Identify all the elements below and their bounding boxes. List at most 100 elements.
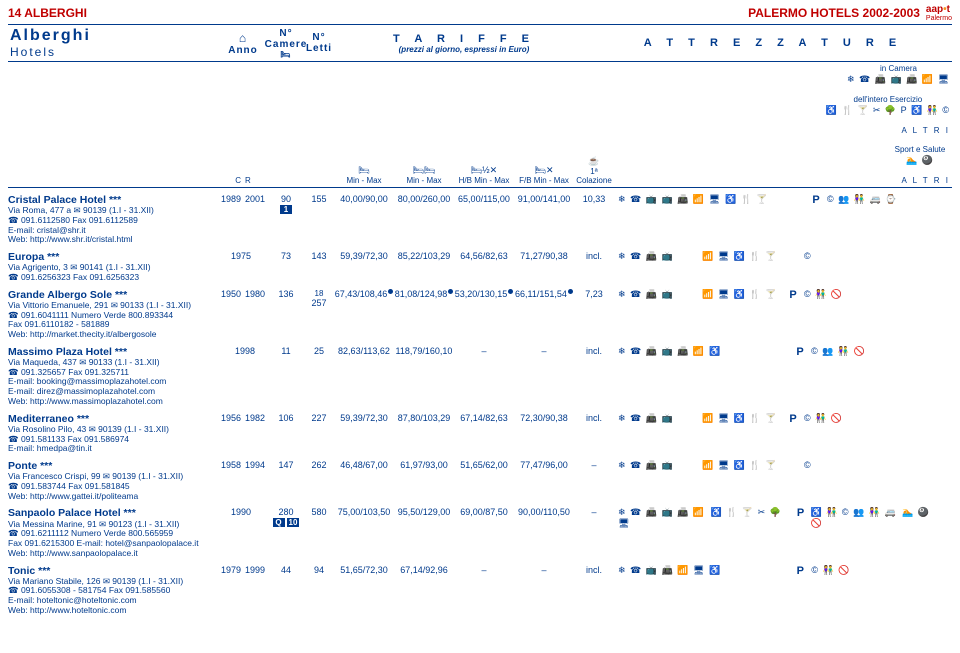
header-anno: Anno xyxy=(228,45,258,56)
amen-camera: ❄ ☎ 📠 📺 📠 📶 🖥 xyxy=(618,507,706,529)
header-anno-r: R xyxy=(245,176,251,185)
hotel-years: 19892001 xyxy=(218,194,268,245)
rooms-value: 136 xyxy=(268,289,304,299)
tariff-t1: 67,43/108,46 xyxy=(334,289,394,340)
column-header: Alberghi Hotels ⌂ Anno N° Camere 🛏 N° Le… xyxy=(8,24,952,188)
beds-value: 257 xyxy=(304,298,334,308)
beds-value: 227 xyxy=(304,413,334,423)
rooms-value: 106 xyxy=(268,413,304,423)
tariff-value: 95,50/129,00 xyxy=(398,507,451,517)
header-altri: A L T R I xyxy=(901,126,950,135)
hotel-web: Web: http://market.thecity.it/albergosol… xyxy=(8,330,214,340)
dot-icon xyxy=(448,289,453,294)
beds-value: 262 xyxy=(304,460,334,470)
double-bed-icon: 🛏🛏 xyxy=(413,165,436,176)
hotel-row: Ponte ***Via Francesco Crispi, 99 ✉ 9013… xyxy=(8,458,952,505)
header-anno-c: C xyxy=(235,176,241,185)
tariff-value: – xyxy=(481,346,486,356)
rooms-value: 90 xyxy=(268,194,304,204)
tariff-value: 67,14/82,63 xyxy=(460,413,508,423)
tariff-value: 59,39/72,30 xyxy=(340,413,388,423)
guide-title: PALERMO HOTELS 2002-2003 xyxy=(748,6,920,20)
rooms-value: 280 xyxy=(268,507,304,517)
year-c: 1989 xyxy=(221,194,241,204)
amen-altri: © 👥 👫 🚫 xyxy=(811,346,866,357)
header-letti: Letti xyxy=(306,43,332,54)
tariff-value: 59,39/72,30 xyxy=(340,251,388,261)
dot-icon xyxy=(568,289,573,294)
tariff-t2: 85,22/103,29 xyxy=(394,251,454,283)
beds-value: 94 xyxy=(304,565,334,575)
amenities: ❄ ☎ 📠 📺📶 🖥 ♿ 🍴 🍸© xyxy=(614,251,952,283)
amen-camera: ❄ ☎ 📠 📺 xyxy=(618,251,698,262)
hotel-info: Massimo Plaza Hotel ***Via Maqueda, 437 … xyxy=(8,346,218,407)
hotel-rooms: 147 xyxy=(268,460,304,501)
amenity-icons-sport: 🏊 🎱 xyxy=(906,155,934,166)
hotel-beds: 262 xyxy=(304,460,334,501)
tariff-value: 69,00/87,50 xyxy=(460,507,508,517)
parking-icon: P xyxy=(809,194,823,206)
cup-icon: ☕ xyxy=(588,156,599,167)
hotel-web: Web: http://www.hoteltonic.com xyxy=(8,606,214,616)
tariff-value: – xyxy=(481,565,486,575)
breakfast: incl. xyxy=(574,251,614,283)
hotel-beds: 580 xyxy=(304,507,334,558)
hotel-rooms: 73 xyxy=(268,251,304,283)
hotel-row: Cristal Palace Hotel ***Via Roma, 477 a … xyxy=(8,192,952,249)
amen-altri: © 👫 🚫 xyxy=(804,289,854,300)
tariff-t3: 64,56/82,63 xyxy=(454,251,514,283)
header-tariffe-sub: (prezzi al giorno, espressi in Euro) xyxy=(399,45,530,54)
breakfast: incl. xyxy=(574,413,614,454)
tariff-t4: 72,30/90,38 xyxy=(514,413,574,454)
tariff-value: 46,48/67,00 xyxy=(340,460,388,470)
tariff-t4: 90,00/110,50 xyxy=(514,507,574,558)
beds-value: 580 xyxy=(304,507,334,517)
parking-icon: P xyxy=(786,289,800,301)
hotel-web: Web: http://www.gattei.it/politeama xyxy=(8,492,214,502)
header-tariffe: T A R I F F E xyxy=(393,33,535,45)
amen-altri: © 👥 👫 🚐 ⌚ xyxy=(827,194,897,205)
tariff-value: 87,80/103,29 xyxy=(398,413,451,423)
tariff-value: 65,00/115,00 xyxy=(458,194,510,204)
fullboard-icon: 🛏✕ xyxy=(535,165,554,176)
year-c: 1950 xyxy=(221,289,241,299)
hotel-years: 19581994 xyxy=(218,460,268,501)
beds-value: 25 xyxy=(304,346,334,356)
parking-icon: P xyxy=(794,507,806,519)
tariff-t3: 51,65/62,00 xyxy=(454,460,514,501)
header-colaz-top: 1ª xyxy=(590,167,597,176)
hotel-info: Grande Albergo Sole ***Via Vittorio Eman… xyxy=(8,289,218,340)
tariff-value: 67,14/92,96 xyxy=(400,565,448,575)
amen-altri: ♿ 👫 © 👥 👫 🚐 🚫 xyxy=(811,507,899,529)
tariff-t1: 75,00/103,50 xyxy=(334,507,394,558)
header-camere-n: N° xyxy=(279,28,292,39)
breakfast: incl. xyxy=(574,565,614,616)
logo: aap•t Palermo xyxy=(926,4,952,22)
year-c: 1956 xyxy=(221,413,241,423)
amen-esercizio: 📶 🖥 ♿ 🍴 🍸 xyxy=(702,413,782,424)
tariff-t2: 67,14/92,96 xyxy=(394,565,454,616)
tariff-value: 91,00/141,00 xyxy=(518,194,571,204)
tariff-value: 64,56/82,63 xyxy=(460,251,508,261)
amen-esercizio: ♿ 🍴 🍸 ✂ 🌳 xyxy=(710,507,790,518)
tariff-t3: 53,20/130,15 xyxy=(454,289,514,340)
tariff-value: 51,65/62,00 xyxy=(460,460,508,470)
tariff-t3: – xyxy=(454,346,514,407)
beds-pre: 18 xyxy=(304,289,334,298)
tariff-t2: 81,08/124,98 xyxy=(394,289,454,340)
year-c: 1958 xyxy=(221,460,241,470)
amen-altri: © xyxy=(804,251,854,261)
hotel-years: 1950 1980 xyxy=(218,289,268,340)
hotel-web: Web: http://www.shr.it/cristal.html xyxy=(8,235,214,245)
tariff-value: 67,43/108,46 xyxy=(335,289,388,299)
amen-esercizio: ♿ xyxy=(709,346,789,357)
year-r: 1980 xyxy=(245,289,265,299)
year-c: 1975 xyxy=(231,251,251,261)
year-r: 1998 xyxy=(235,346,255,356)
tariff-t1: 46,48/67,00 xyxy=(334,460,394,501)
hotel-name: Grande Albergo Sole *** xyxy=(8,289,214,301)
hotel-info: Mediterraneo ***Via Rosolino Pilo, 43 ✉ … xyxy=(8,413,218,454)
amen-altri: © 👫 🚫 xyxy=(804,413,854,424)
tariff-t4: 71,27/90,38 xyxy=(514,251,574,283)
header-altri-2: A L T R I xyxy=(901,176,950,185)
